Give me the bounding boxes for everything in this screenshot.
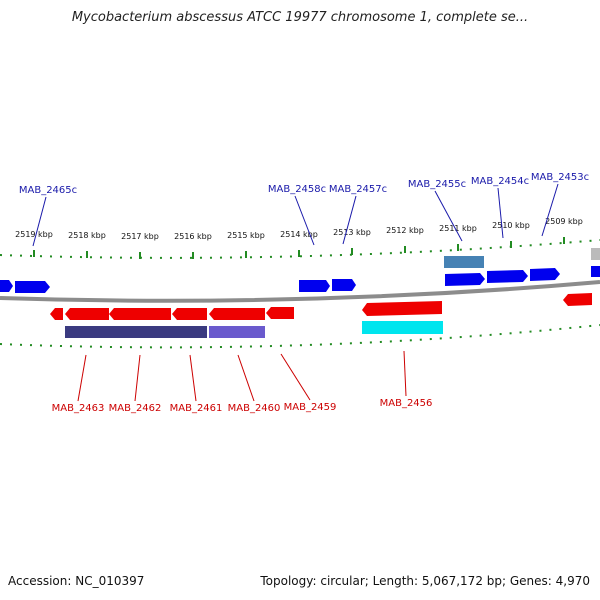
kbp-tick-label: 2512 kbp: [386, 226, 424, 235]
gene-label[interactable]: MAB_2454c: [471, 176, 529, 187]
gene-label[interactable]: MAB_2456: [380, 398, 433, 409]
leader-line: [134, 354, 141, 402]
gene-arrow[interactable]: [0, 280, 13, 292]
leader-line: [497, 187, 504, 239]
gene-arrow[interactable]: [65, 308, 109, 320]
leader-line: [294, 195, 315, 246]
leader-line: [32, 196, 47, 247]
gene-label[interactable]: MAB_2465c: [19, 185, 77, 196]
gene-arrow[interactable]: [445, 273, 485, 286]
gene-arrow[interactable]: [362, 301, 442, 316]
gene-arrow[interactable]: [266, 307, 294, 319]
gene-label[interactable]: MAB_2460: [228, 403, 281, 414]
chromosome-backbone: [0, 280, 600, 303]
leader-line: [280, 353, 311, 401]
gene-arrow[interactable]: [332, 279, 356, 291]
gene-arrow[interactable]: [530, 268, 560, 281]
gene-arrow[interactable]: [50, 308, 63, 320]
accession-text: Accession: NC_010397: [8, 574, 145, 588]
gene-label[interactable]: MAB_2457c: [329, 184, 387, 195]
grey-feature[interactable]: [591, 248, 600, 260]
violet-feature[interactable]: [209, 326, 265, 338]
gene-arrow[interactable]: [487, 270, 528, 283]
reverse-genes: [50, 293, 592, 338]
dark-feature[interactable]: [65, 326, 207, 338]
kbp-tick-label: 2518 kbp: [68, 231, 106, 240]
kbp-tick-label: 2510 kbp: [492, 221, 530, 230]
gene-arrow[interactable]: [591, 266, 600, 277]
gene-arrow[interactable]: [299, 280, 330, 292]
gene-arrow[interactable]: [15, 281, 50, 293]
gene-label[interactable]: MAB_2463: [52, 403, 105, 414]
lower-ruler: [0, 324, 600, 349]
forward-genes: [0, 248, 600, 293]
kbp-tick-labels: 2519 kbp 2518 kbp 2517 kbp 2516 kbp 2515 kbp…: [15, 217, 583, 259]
gene-label[interactable]: MAB_2461: [170, 403, 223, 414]
leader-line: [403, 350, 407, 397]
kbp-tick-label: 2516 kbp: [174, 232, 212, 241]
kbp-tick-label: 2515 kbp: [227, 231, 265, 240]
gene-label[interactable]: MAB_2455c: [408, 179, 466, 190]
kbp-tick-label: 2519 kbp: [15, 230, 53, 239]
leader-line: [434, 190, 463, 242]
kbp-tick-label: 2511 kbp: [439, 224, 477, 233]
kbp-tick-label: 2514 kbp: [280, 230, 318, 239]
genome-summary: Topology: circular; Length: 5,067,172 bp…: [260, 574, 590, 588]
kbp-tick-label: 2509 kbp: [545, 217, 583, 226]
kbp-tick-label: 2513 kbp: [333, 228, 371, 237]
gene-label[interactable]: MAB_2458c: [268, 184, 326, 195]
leader-line: [237, 354, 255, 402]
bottom-gene-labels: MAB_2463 MAB_2462 MAB_2461 MAB_2460 MAB_2459…: [52, 350, 433, 414]
steel-feature[interactable]: [444, 256, 484, 268]
leader-line: [342, 195, 357, 245]
top-gene-labels: MAB_2465c MAB_2458c MAB_2457c MAB_2455c MAB_…: [19, 172, 589, 247]
leader-line: [189, 354, 197, 402]
gene-arrow[interactable]: [109, 308, 171, 320]
gene-label[interactable]: MAB_2462: [109, 403, 162, 414]
map-title: Mycobacterium abscessus ATCC 19977 chrom…: [71, 10, 529, 25]
kbp-tick-label: 2517 kbp: [121, 232, 159, 241]
gene-arrow[interactable]: [172, 308, 207, 320]
gene-label[interactable]: MAB_2459: [284, 402, 337, 413]
leader-line: [541, 183, 559, 237]
gene-label[interactable]: MAB_2453c: [531, 172, 589, 183]
gene-arrow[interactable]: [563, 293, 592, 306]
gene-arrow[interactable]: [209, 308, 265, 320]
cyan-feature[interactable]: [362, 321, 443, 334]
leader-line: [77, 354, 87, 402]
